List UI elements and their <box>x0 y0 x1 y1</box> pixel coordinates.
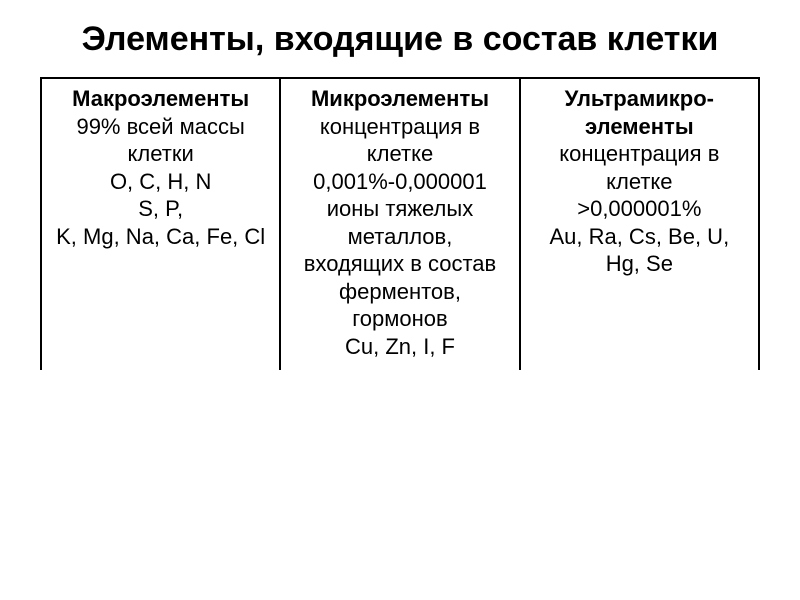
column-header: Макроэлементы <box>56 85 265 113</box>
cell-text: 0,001%-0,000001 <box>295 168 504 196</box>
cell-text: O, C, H, N <box>56 168 265 196</box>
cell-text: ˃0,000001% <box>535 195 744 223</box>
elements-table: Макроэлементы 99% всей массы клетки O, C… <box>40 77 760 370</box>
cell-text: концентрация в клетке <box>295 113 504 168</box>
cell-text: концентрация в клетке <box>535 140 744 195</box>
column-header: Микроэлементы <box>295 85 504 113</box>
cell-text: Au, Ra, Cs, Be, U, Hg, Se <box>535 223 744 278</box>
column-ultramicro: Ультрамикро-элементы концентрация в клет… <box>520 78 759 370</box>
column-header: Ультрамикро-элементы <box>535 85 744 140</box>
cell-text: ионы тяжелых металлов, входящих в состав… <box>295 195 504 333</box>
cell-text: K, Mg, Na, Ca, Fe, Cl <box>56 223 265 251</box>
cell-text: Cu, Zn, I, F <box>295 333 504 361</box>
column-micro: Микроэлементы концентрация в клетке 0,00… <box>280 78 519 370</box>
page-title: Элементы, входящие в состав клетки <box>40 20 760 59</box>
cell-text: 99% всей массы клетки <box>56 113 265 168</box>
cell-text: S, P, <box>56 195 265 223</box>
column-macro: Макроэлементы 99% всей массы клетки O, C… <box>41 78 280 370</box>
table-row: Макроэлементы 99% всей массы клетки O, C… <box>41 78 759 370</box>
